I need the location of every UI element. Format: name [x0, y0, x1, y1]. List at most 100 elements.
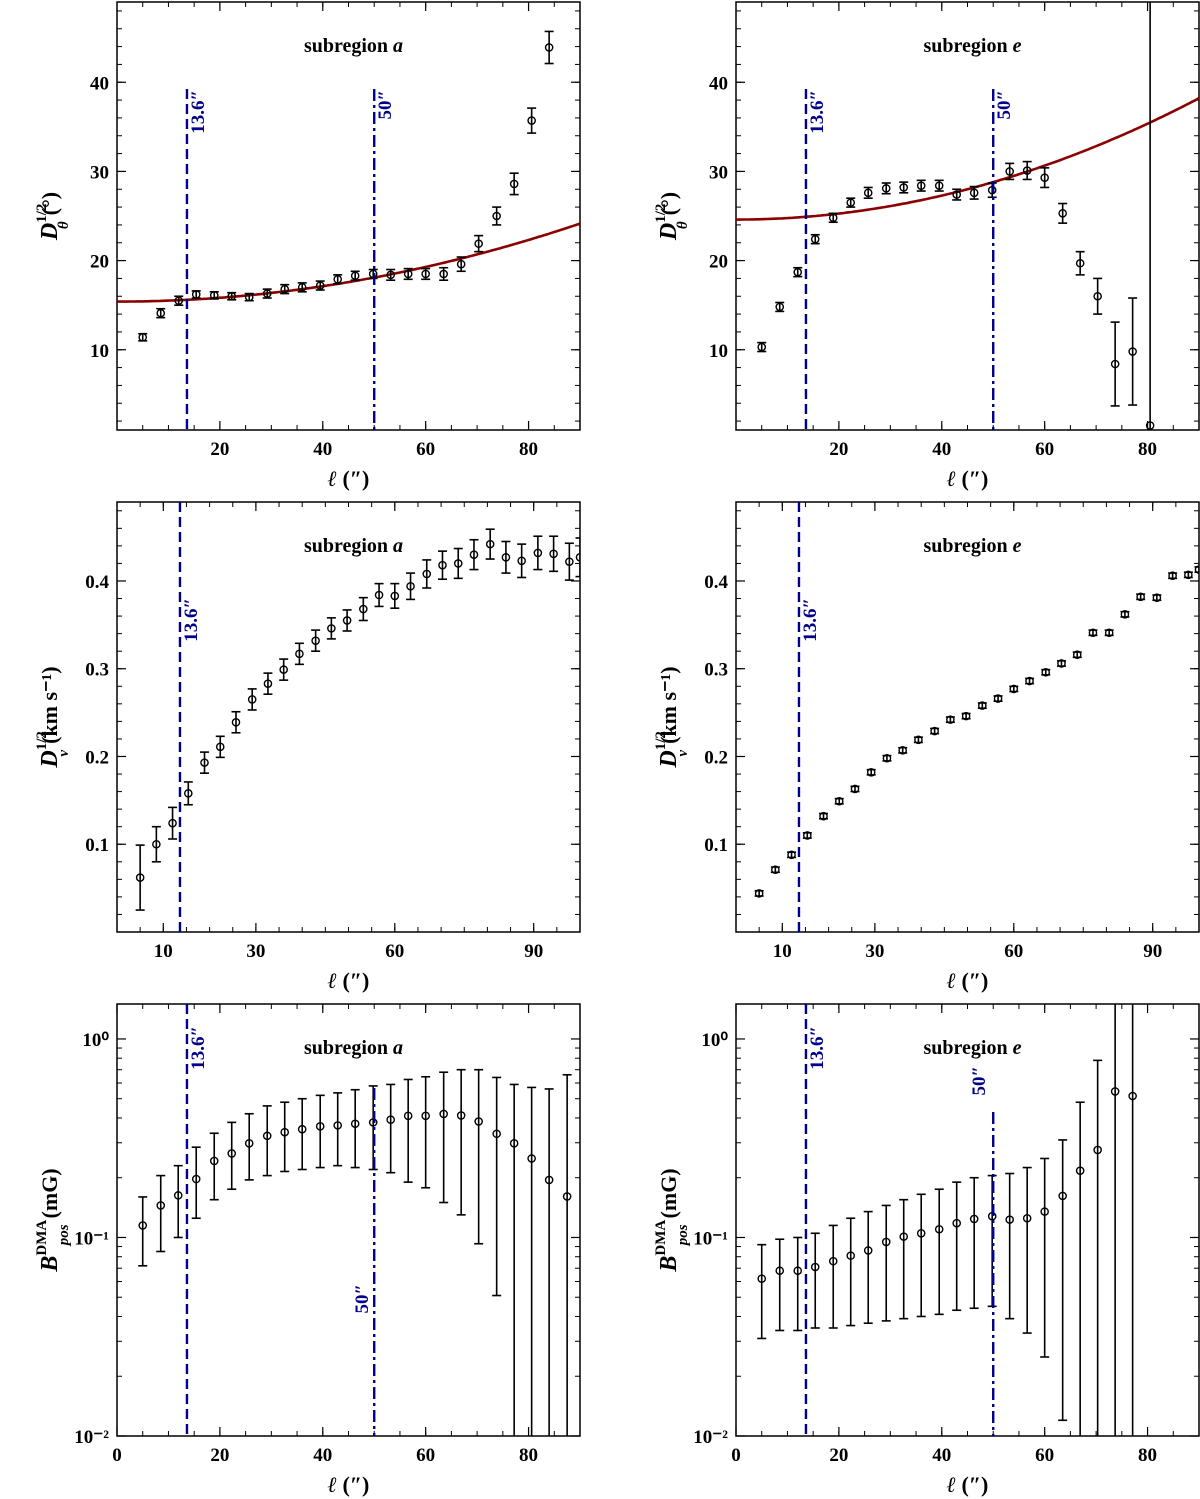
x-axis-label: ℓ (″)	[947, 466, 989, 491]
data-point	[509, 1139, 519, 1148]
data-point	[934, 1224, 944, 1234]
x-axis-label: ℓ (″)	[328, 968, 370, 993]
y-axis-label: D1/2θ(°)	[653, 192, 691, 241]
x-tick-label: 80	[1138, 439, 1157, 460]
x-axis-label: ℓ (″)	[947, 968, 989, 993]
data-point	[152, 839, 161, 849]
data-point	[969, 1214, 979, 1224]
data-layer	[754, 565, 1199, 898]
vline-label: 50″	[994, 90, 1015, 120]
y-tick-label: 10	[709, 341, 728, 362]
data-point	[1009, 684, 1019, 694]
data-point	[1128, 347, 1137, 356]
data-point	[315, 1122, 325, 1131]
data-point	[1025, 676, 1034, 686]
data-point	[899, 183, 909, 192]
data-point	[474, 239, 483, 248]
data-point	[819, 811, 828, 821]
y-axis-label: D1/2v(km s⁻¹)	[34, 666, 72, 768]
x-tick-label: 20	[829, 1445, 848, 1466]
data-point	[527, 116, 536, 125]
vline-label: 50″	[352, 1284, 373, 1314]
y-tick-label: 20	[709, 252, 728, 273]
data-point	[174, 296, 184, 306]
y-tick-label: 0.1	[704, 835, 728, 856]
data-point	[227, 1149, 237, 1158]
data-point	[771, 865, 780, 874]
vline-label: 50″	[969, 1066, 990, 1096]
data-point	[421, 269, 430, 279]
fit-curve	[736, 97, 1199, 221]
data-point	[881, 184, 891, 193]
data-point	[439, 269, 448, 279]
data-point	[315, 281, 325, 290]
data-point	[757, 342, 767, 352]
fit-curve	[117, 222, 580, 303]
y-axis-label: BDMA pos(mG)	[34, 1168, 72, 1272]
data-point	[1075, 258, 1085, 268]
data-point	[544, 1175, 554, 1185]
data-point	[156, 308, 166, 318]
vline-label: 13.6″	[188, 1026, 209, 1070]
data-point	[846, 1251, 856, 1260]
data-point	[327, 624, 336, 633]
y-tick-label: 10⁰	[82, 1030, 109, 1051]
data-point	[231, 717, 241, 727]
data-point	[1040, 1207, 1049, 1216]
x-tick-label: 80	[519, 439, 538, 460]
panel-row2-left: 10 30 60 90 0.1 0.2 0.3 0.4 ℓ (″) D1/2v(km s⁻¹) su…	[34, 501, 581, 993]
vline-label: 13.6″	[188, 90, 209, 134]
data-point	[787, 850, 796, 860]
data-point	[1093, 1145, 1102, 1155]
panel-row2-right: 10 30 60 90 0.1 0.2 0.3 0.4 ℓ (″) D1/2v(km s⁻¹) su…	[653, 501, 1200, 993]
data-point	[1184, 570, 1193, 580]
data-point	[262, 289, 272, 298]
x-tick-label: 60	[416, 1445, 435, 1466]
data-point	[961, 711, 971, 721]
data-point	[135, 873, 145, 882]
data-point	[279, 665, 288, 674]
x-tick-label: 60	[385, 941, 404, 962]
vline-label: 13.6″	[807, 90, 828, 134]
data-point	[209, 291, 219, 300]
data-point	[1041, 667, 1051, 677]
data-point	[247, 695, 257, 704]
x-tick-label: 40	[313, 439, 332, 460]
data-point	[1110, 1087, 1120, 1096]
x-tick-label: 20	[210, 439, 229, 460]
data-point	[244, 1139, 254, 1148]
data-point	[916, 1228, 926, 1238]
data-point	[533, 548, 543, 558]
data-point	[138, 1221, 148, 1230]
data-point	[474, 1117, 483, 1126]
data-point	[1110, 359, 1120, 369]
data-point	[978, 701, 987, 710]
data-point	[863, 1246, 873, 1255]
vline-label: 50″	[375, 90, 396, 120]
data-point	[191, 1174, 201, 1184]
y-tick-label: 30	[90, 162, 109, 183]
x-tick-label: 0	[112, 1445, 122, 1466]
data-point	[406, 581, 415, 591]
x-tick-label: 80	[1138, 1445, 1157, 1466]
data-point	[793, 267, 803, 277]
panel-title: subregion e	[924, 535, 1022, 557]
data-point	[439, 1109, 448, 1119]
data-point	[244, 292, 254, 302]
data-point	[209, 1156, 219, 1166]
x-tick-label: 20	[210, 1445, 229, 1466]
data-point	[184, 789, 193, 798]
data-point	[993, 694, 1003, 703]
y-axis-label: D1/2θ(°)	[34, 192, 72, 241]
data-point	[138, 332, 148, 342]
y-tick-label: 10⁰	[701, 1030, 728, 1051]
vline-label: 13.6″	[800, 598, 821, 642]
data-point	[350, 271, 360, 281]
data-point	[575, 552, 580, 562]
data-point	[297, 1124, 307, 1134]
data-point	[914, 735, 923, 745]
y-tick-label: 0.1	[85, 835, 109, 856]
data-point	[527, 1154, 536, 1163]
data-point	[828, 1256, 838, 1266]
data-point	[1005, 167, 1014, 176]
